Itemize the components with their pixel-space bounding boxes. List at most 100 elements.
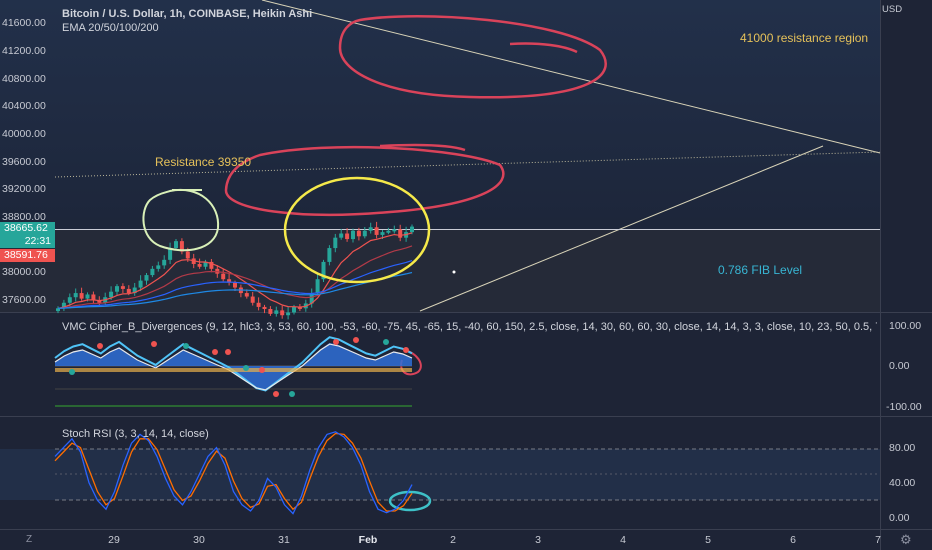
vmc-signal-dot	[69, 369, 75, 375]
stoch-d-line	[54, 432, 413, 512]
annotation-fib[interactable]: 0.786 FIB Level	[718, 263, 803, 277]
time-tick: 7	[875, 534, 881, 546]
chart-title: Bitcoin / U.S. Dollar, 1h, COINBASE, Hei…	[62, 8, 313, 20]
ascending-trendline[interactable]	[419, 145, 824, 312]
price-tick: 41600.00	[2, 17, 46, 29]
vmc-signal-dot	[383, 339, 389, 345]
vmc-signal-dot	[289, 391, 295, 397]
candle-body	[156, 265, 161, 269]
time-tick: 31	[278, 534, 290, 546]
stoch-k-line	[54, 431, 413, 515]
descending-trendline[interactable]	[261, 0, 881, 154]
candle-body	[256, 302, 261, 307]
candle-body	[309, 293, 314, 304]
stoch-tick: 0.00	[889, 512, 910, 524]
candle-body	[67, 297, 72, 303]
candle-body	[410, 226, 414, 233]
z-icon[interactable]: Z	[26, 534, 33, 545]
vmc-signal-dot	[212, 349, 218, 355]
resistance-39350-circle[interactable]	[224, 143, 505, 216]
candle-body	[79, 293, 84, 299]
annotation-39350[interactable]: Resistance 39350	[155, 155, 252, 169]
price-tick: 40000.00	[2, 128, 46, 140]
vmc-wave-group[interactable]	[54, 336, 413, 397]
candle-body	[315, 279, 320, 294]
candle-body	[56, 308, 60, 312]
candle-body	[61, 302, 66, 309]
candle-body	[233, 282, 237, 288]
stoch-lines-group[interactable]	[54, 431, 413, 515]
candle-body	[386, 230, 391, 233]
time-tick: 4	[620, 534, 626, 546]
ema-100-line	[57, 260, 413, 309]
candle-body	[85, 294, 90, 299]
candle-body	[109, 291, 114, 298]
candle-body	[327, 248, 332, 262]
candle-body	[345, 233, 350, 240]
ema-legend[interactable]: EMA 20/50/100/200	[62, 22, 159, 34]
candle-countdown: 22:31	[24, 235, 51, 247]
left-top-circle[interactable]	[142, 188, 220, 252]
vmc-money-flow-area	[55, 342, 412, 392]
candle-body	[132, 287, 137, 294]
candle-body	[362, 230, 367, 237]
vmc-signal-dot	[273, 391, 279, 397]
candle-body	[244, 293, 249, 297]
price-tick: 39200.00	[2, 183, 46, 195]
time-tick: 6	[790, 534, 796, 546]
time-tick: 30	[193, 534, 205, 546]
time-axis[interactable]	[0, 529, 932, 550]
vmc-signal-dot	[183, 343, 189, 349]
candle-body	[179, 241, 184, 252]
vmc-signal-dot	[151, 341, 157, 347]
candle-body	[286, 312, 291, 316]
currency-label: USD	[882, 4, 903, 15]
resistance-41000-circle[interactable]	[338, 15, 607, 99]
time-tick: 3	[535, 534, 541, 546]
candle-body	[150, 268, 155, 276]
vmc-indicator-label[interactable]: VMC Cipher_B_Divergences (9, 12, hlc3, 3…	[62, 321, 877, 333]
candle-body	[368, 227, 373, 231]
candle-body	[280, 310, 285, 316]
price-tick: 41200.00	[2, 45, 46, 57]
time-tick: Feb	[358, 534, 378, 546]
annotation-41000[interactable]: 41000 resistance region	[740, 31, 869, 45]
candle-body	[73, 293, 78, 298]
candle-body	[274, 310, 279, 314]
candle-body	[126, 288, 131, 294]
price-lower-zone	[0, 230, 880, 312]
vmc-band	[55, 368, 412, 372]
candle-body	[268, 309, 273, 314]
candle-body	[250, 296, 255, 303]
candle-body	[91, 294, 96, 300]
resistance-dotted-line[interactable]	[54, 151, 881, 178]
candle-body	[333, 237, 338, 249]
ema-group[interactable]	[57, 232, 413, 309]
vmc-wave-2-line	[54, 343, 413, 391]
candle-body	[162, 259, 167, 266]
time-tick: 2	[450, 534, 456, 546]
current-price-value: 38665.62	[4, 222, 48, 234]
candle-body	[351, 230, 355, 240]
candle-body	[168, 248, 173, 260]
candle-body	[262, 306, 267, 310]
candle-body	[174, 241, 178, 249]
cursor-dot	[452, 270, 456, 274]
stoch-indicator-label[interactable]: Stoch RSI (3, 3, 14, 14, close)	[62, 428, 209, 440]
vmc-signal-dot	[97, 343, 103, 349]
vmc-signal-dot	[333, 339, 339, 345]
vmc-tick: 100.00	[889, 320, 922, 332]
stoch-circle[interactable]	[388, 490, 432, 512]
candle-body	[356, 230, 361, 237]
price-tick: 38800.00	[2, 211, 46, 223]
price-axis[interactable]	[880, 0, 932, 529]
candle-body	[297, 306, 302, 309]
price-top-circle[interactable]	[283, 176, 431, 284]
candle-body	[120, 286, 125, 289]
candle-body	[97, 300, 102, 303]
time-tick: 5	[705, 534, 711, 546]
settings-gear-icon[interactable]: ⚙	[900, 532, 912, 547]
candle-body	[227, 279, 232, 283]
price-tick: 38000.00	[2, 266, 46, 278]
